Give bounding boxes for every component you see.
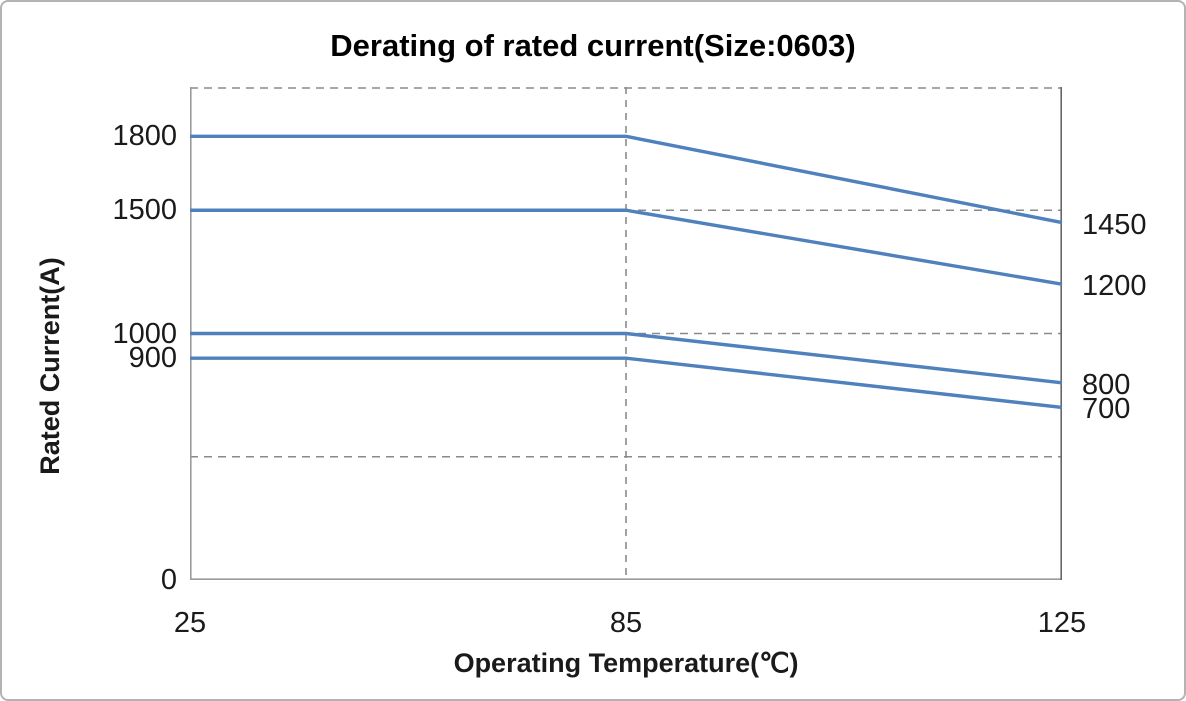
y-tick-label: 900 [128,342,177,375]
series-line [190,208,1063,286]
plot-area [190,87,1063,581]
y-tick-label: 1800 [112,120,177,153]
series-end-label: 700 [1082,393,1131,426]
x-tick-label: 125 [1037,607,1087,639]
series-end-label: 1200 [1082,270,1147,303]
x-tick-label: 25 [173,607,207,639]
y-tick-label: 1000 [112,317,177,350]
series-end-label: 800 [1082,368,1131,401]
series-line [190,134,1063,225]
chart-title: Derating of rated current(Size:0603) [330,28,856,63]
x-axis-label: Operating Temperature(℃) [453,648,799,678]
series-end-label: 1450 [1082,208,1147,241]
series-line [190,331,1063,385]
series-line [190,356,1063,410]
plot-svg [190,87,1063,581]
y-tick-label: 0 [160,564,177,596]
y-tick-label: 1500 [112,194,177,227]
x-tick-label: 85 [609,607,643,639]
